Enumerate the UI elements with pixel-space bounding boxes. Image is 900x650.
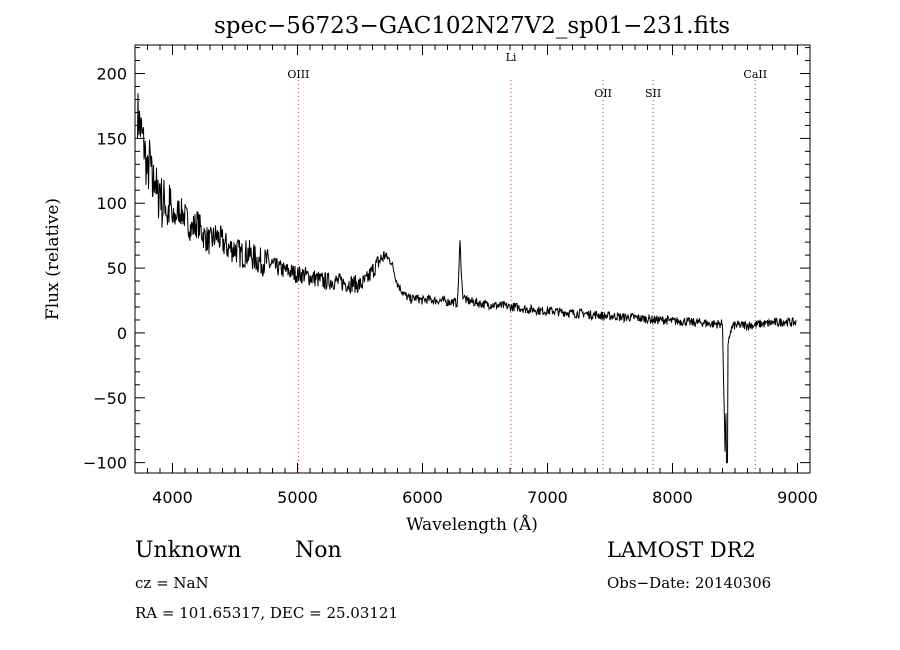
y-tick-label: 50 [107, 259, 127, 278]
x-tick-label: 5000 [277, 488, 318, 507]
observation-date: Obs−Date: 20140306 [607, 574, 772, 592]
redshift-cz: cz = NaN [135, 574, 209, 592]
emission-line-label: CaII [743, 68, 767, 81]
object-subclass: Non [295, 538, 342, 563]
y-tick-label: −50 [93, 389, 127, 408]
x-tick-label: 7000 [527, 488, 568, 507]
y-axis-label: Flux (relative) [43, 198, 63, 320]
y-tick-label: −100 [83, 454, 127, 473]
object-class: Unknown [135, 538, 242, 563]
x-tick-label: 4000 [152, 488, 193, 507]
emission-line-label: Li [506, 51, 517, 64]
emission-line-label: OIII [287, 68, 309, 81]
x-axis-label: Wavelength (Å) [406, 514, 538, 535]
sky-coordinates: RA = 101.65317, DEC = 25.03121 [135, 604, 399, 622]
x-tick-label: 6000 [402, 488, 443, 507]
spectrum-line [137, 93, 797, 464]
y-tick-label: 150 [96, 129, 127, 148]
chart-title: spec−56723−GAC102N27V2_sp01−231.fits [214, 13, 730, 39]
y-tick-label: 200 [96, 65, 127, 84]
emission-line-label: OII [594, 87, 612, 100]
survey-name: LAMOST DR2 [607, 538, 756, 562]
y-tick-label: 0 [117, 324, 127, 343]
x-tick-label: 9000 [777, 488, 818, 507]
y-tick-label: 100 [96, 194, 127, 213]
x-tick-label: 8000 [652, 488, 693, 507]
spectrum-chart: spec−56723−GAC102N27V2_sp01−231.fits 400… [43, 13, 818, 535]
emission-lines: OIII Li OII SII CaII [287, 51, 767, 473]
axis-ticks: 4000 5000 6000 7000 8000 9000 −100 −50 0 50 100 150… [83, 45, 818, 507]
emission-line-label: SII [645, 87, 661, 100]
